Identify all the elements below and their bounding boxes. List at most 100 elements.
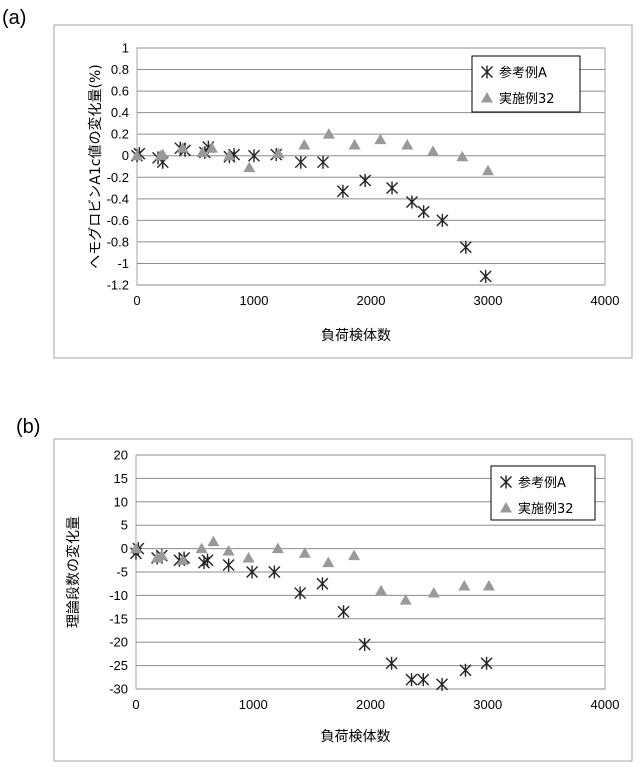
chart-a-y-tick-label: -0.6 bbox=[107, 213, 129, 228]
chart-a-x-axis-label: 負荷検体数 bbox=[321, 328, 391, 344]
chart-a-point bbox=[298, 138, 311, 150]
chart-a-point bbox=[156, 148, 169, 160]
chart-b-x-tick-label: 1000 bbox=[239, 697, 268, 712]
chart-a-x-tick-label: 3000 bbox=[474, 293, 503, 308]
chart-a-point bbox=[243, 161, 256, 173]
chart-b-legend-entry: 実施例32 bbox=[518, 501, 574, 517]
chart-a-x-tick-label: 4000 bbox=[591, 293, 620, 308]
chart-a-legend-entry: 実施例32 bbox=[499, 91, 555, 107]
chart-a-panel-label: (a) bbox=[2, 7, 26, 29]
chart-b-point bbox=[268, 565, 281, 579]
chart-b-point bbox=[405, 673, 418, 687]
chart-b-point bbox=[417, 673, 430, 687]
chart-b-point bbox=[385, 656, 398, 670]
chart-a-y-tick-label: 0 bbox=[122, 148, 129, 163]
chart-a-x-tick-label: 1000 bbox=[240, 293, 269, 308]
chart-a-y-tick-label: -0.4 bbox=[107, 191, 129, 206]
chart-a-legend-marker bbox=[481, 65, 493, 79]
chart-b-legend: 参考例A 実施例32 bbox=[490, 465, 596, 521]
chart-a-point bbox=[272, 147, 285, 159]
chart-a-point bbox=[248, 149, 260, 163]
chart-b-y-tick-label: -10 bbox=[109, 588, 128, 603]
chart-a-point bbox=[131, 149, 143, 161]
chart-b-y-tick-label: -20 bbox=[109, 635, 128, 650]
chart-b-point bbox=[480, 656, 493, 670]
chart-a-point bbox=[223, 149, 236, 161]
chart-a-y-tick-label: 1 bbox=[122, 41, 129, 56]
chart-b-y-tick-label: -25 bbox=[109, 658, 128, 673]
chart-b-point bbox=[298, 547, 311, 558]
chart-b-point bbox=[155, 549, 168, 561]
chart-b-y-tick-label: 0 bbox=[121, 541, 128, 556]
chart-b-y-tick-label: -5 bbox=[116, 565, 128, 580]
chart-b-panel-label: (b) bbox=[16, 416, 40, 438]
chart-b-point bbox=[322, 556, 335, 568]
chart-b-x-tick-label: 3000 bbox=[473, 697, 502, 712]
chart-b-point bbox=[427, 587, 440, 598]
chart-b-legend-marker bbox=[500, 502, 512, 513]
chart-b-point bbox=[316, 577, 329, 591]
chart-a-y-tick-label: 0.8 bbox=[111, 62, 129, 77]
chart-a-legend-entry: 参考例A bbox=[499, 65, 547, 81]
chart-a-point bbox=[348, 138, 361, 150]
chart-a-legend-marker bbox=[481, 92, 493, 103]
chart-a-y-tick-label: -1 bbox=[117, 256, 129, 271]
chart-b-point bbox=[242, 551, 255, 563]
chart-b-y-tick-label: 10 bbox=[114, 494, 128, 509]
chart-a-point bbox=[294, 155, 307, 169]
chart-a-point bbox=[336, 184, 349, 198]
chart-a-point bbox=[374, 133, 387, 145]
chart-a-y-axis-label: ヘモグロビンA1c値の変化量(%) bbox=[87, 64, 104, 268]
chart-a-point bbox=[205, 142, 218, 153]
chart-a-legend: 参考例A 実施例32 bbox=[471, 55, 581, 113]
chart-b-point bbox=[207, 535, 220, 547]
chart-b-point bbox=[375, 584, 388, 596]
chart-a-point bbox=[317, 155, 330, 169]
chart-b-point bbox=[130, 542, 142, 554]
chart-b-x-tick-label: 0 bbox=[132, 697, 139, 712]
chart-a: 1 0.8 0.6 0.4 0.2 0 -0.2 -0.4 -0.6 -0.8 -1 -1.2 0 100… bbox=[87, 41, 619, 345]
chart-b-point bbox=[458, 580, 471, 591]
chart-a-point bbox=[359, 174, 372, 188]
chart-b-point bbox=[246, 565, 259, 579]
chart-a-x-tick-label: 0 bbox=[133, 293, 140, 308]
chart-a-point bbox=[386, 181, 399, 195]
chart-a-point bbox=[401, 138, 414, 150]
chart-a-y-tick-label: 0.4 bbox=[111, 105, 129, 120]
chart-b: 20 15 10 5 0 -5 -10 -15 -20 -25 -30 0 1000 2000 3000 40… bbox=[65, 448, 619, 746]
chart-b-y-tick-label: -15 bbox=[109, 611, 128, 626]
chart-a-y-tick-label: 0.6 bbox=[111, 84, 129, 99]
chart-a-y-tick-label: 0.2 bbox=[111, 127, 129, 142]
chart-b-point bbox=[271, 542, 284, 554]
chart-a-series-2 bbox=[131, 128, 494, 176]
chart-a-point bbox=[417, 205, 430, 219]
chart-b-y-tick-label: 5 bbox=[121, 518, 128, 533]
chart-a-point bbox=[436, 213, 449, 227]
chart-a-point bbox=[482, 164, 494, 176]
chart-b-x-axis-label: 負荷検体数 bbox=[321, 729, 391, 745]
chart-a-point bbox=[176, 142, 189, 153]
chart-b-point bbox=[459, 663, 472, 677]
chart-a-point bbox=[196, 146, 209, 157]
chart-b-point bbox=[482, 580, 495, 591]
chart-a-point bbox=[479, 269, 492, 283]
chart-b-point bbox=[337, 605, 350, 619]
chart-b-point bbox=[201, 553, 214, 567]
chart-b-x-tick-label: 2000 bbox=[356, 697, 385, 712]
chart-b-y-axis-label: 理論段数の変化量 bbox=[65, 516, 82, 628]
chart-b-legend-marker bbox=[500, 475, 512, 489]
chart-a-point bbox=[405, 195, 418, 209]
chart-a-x-tick-label: 2000 bbox=[357, 293, 386, 308]
chart-b-x-tick-label: 4000 bbox=[591, 697, 620, 712]
chart-b-point bbox=[399, 594, 412, 605]
chart-b-point bbox=[195, 542, 208, 554]
chart-a-point bbox=[322, 128, 335, 139]
chart-b-y-tick-label: 20 bbox=[114, 448, 128, 463]
chart-b-point bbox=[176, 554, 189, 565]
chart-a-legend-box bbox=[471, 55, 581, 113]
chart-b-point bbox=[294, 586, 307, 600]
chart-b-point bbox=[358, 638, 371, 652]
chart-a-point bbox=[427, 145, 440, 156]
chart-a-series-1 bbox=[131, 140, 492, 283]
